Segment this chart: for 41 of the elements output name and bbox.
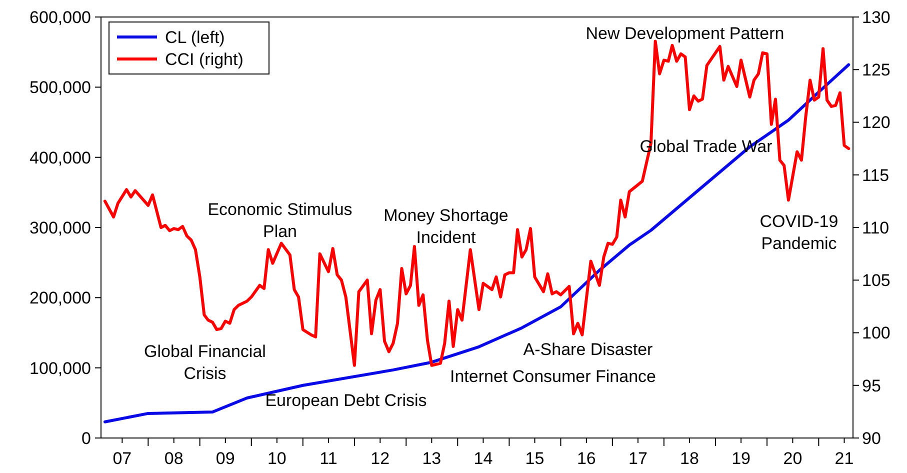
y2-tick-label: 125	[862, 60, 890, 80]
x-tick-label: 10	[267, 449, 286, 468]
x-tick-label: 18	[680, 449, 699, 468]
legend-label: CL (left)	[165, 28, 225, 47]
annotation: COVID-19 Pandemic	[760, 212, 838, 253]
x-tick-label: 21	[834, 449, 854, 468]
y2-tick-label: 100	[862, 324, 890, 343]
x-tick-label: 14	[474, 449, 493, 468]
y-tick-label: 100,000	[30, 358, 91, 378]
x-tick-label: 09	[216, 449, 235, 468]
annotation: Economic Stimulus Plan	[208, 200, 352, 241]
annotation: Money Shortage Incident	[384, 206, 508, 247]
y2-tick-label: 110	[862, 218, 890, 238]
y2-tick-label: 115	[862, 166, 890, 185]
x-tick-label: 20	[783, 449, 802, 468]
y2-tick-label: 105	[862, 271, 890, 290]
annotation: New Development Pattern	[586, 24, 784, 43]
y2-tick-label: 95	[862, 376, 881, 396]
annotation: Internet Consumer Finance	[450, 366, 656, 386]
y-tick-label: 600,000	[30, 8, 91, 27]
legend-label: CCI (right)	[165, 50, 244, 69]
y-tick-label: 400,000	[30, 148, 91, 168]
annotation: Global Financial Crisis	[144, 342, 266, 383]
x-tick-label: 16	[576, 449, 596, 468]
annotation: A-Share Disaster	[523, 340, 654, 359]
x-tick-label: 17	[628, 449, 648, 468]
y2-tick-label: 90	[862, 428, 881, 448]
x-tick-label: 12	[370, 449, 390, 468]
y-tick-label: 0	[82, 428, 91, 448]
y-tick-label: 200,000	[30, 288, 91, 308]
y2-tick-label: 130	[862, 8, 890, 27]
x-tick-label: 19	[732, 449, 750, 468]
x-tick-label: 08	[164, 449, 184, 468]
y-tick-label: 500,000	[30, 78, 91, 98]
x-tick-label: 11	[320, 449, 338, 468]
y-tick-label: 300,000	[30, 218, 91, 238]
x-tick-label: 07	[112, 449, 132, 468]
y2-tick-label: 120	[862, 113, 890, 132]
annotation: European Debt Crisis	[265, 390, 427, 410]
x-tick-label: 15	[525, 449, 544, 468]
x-tick-label: 13	[422, 449, 442, 468]
